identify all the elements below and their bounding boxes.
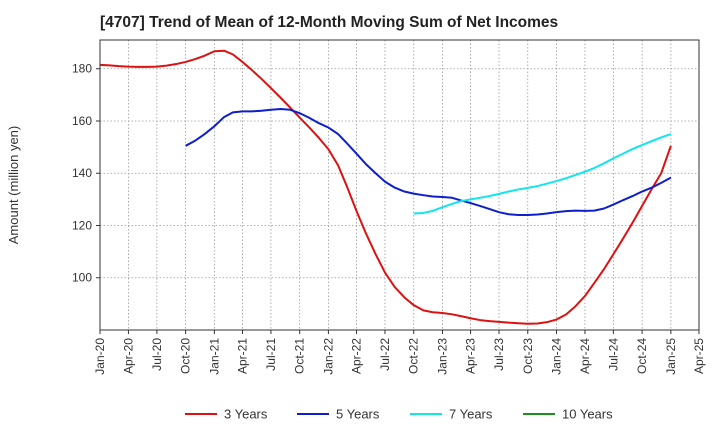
legend: 3 Years 5 Years 7 Years 10 Years — [185, 407, 613, 422]
x-tick-label: Apr-23 — [464, 338, 478, 374]
legend-label: 3 Years — [224, 407, 268, 422]
series-line-7-years — [413, 133, 672, 215]
legend-item-7-years: 7 Years — [410, 407, 493, 422]
x-tick-label: Apr-20 — [121, 338, 135, 374]
x-tick-label: Jul-24 — [606, 338, 620, 371]
x-tick-label: Apr-24 — [578, 338, 592, 374]
y-tick-label: 140 — [72, 166, 92, 180]
x-tick-label: Jul-23 — [492, 338, 506, 371]
x-tick-label: Apr-25 — [692, 338, 706, 374]
legend-label: 5 Years — [336, 407, 380, 422]
x-tick-label: Apr-21 — [235, 338, 249, 374]
x-tick-label: Oct-24 — [635, 338, 649, 374]
legend-item-3-years: 3 Years — [185, 407, 268, 422]
x-tick-label: Oct-22 — [407, 338, 421, 374]
x-tick-label: Jan-23 — [435, 338, 449, 375]
legend-item-5-years: 5 Years — [297, 407, 380, 422]
y-tick-label: 100 — [72, 271, 92, 285]
series-line-5-years — [185, 107, 672, 217]
x-tick-label: Jul-21 — [264, 338, 278, 371]
x-tick-label: Jan-20 — [93, 338, 107, 375]
series-lines — [99, 49, 672, 325]
x-tick-label: Jan-24 — [550, 338, 564, 375]
legend-label: 7 Years — [449, 407, 493, 422]
x-tick-label: Oct-23 — [521, 338, 535, 374]
x-tick-label: Jan-21 — [207, 338, 221, 375]
x-tick-label: Jul-20 — [150, 338, 164, 371]
x-tick-label: Jan-22 — [321, 338, 335, 375]
y-tick-label: 180 — [72, 62, 92, 76]
x-tick-label: Jul-22 — [378, 338, 392, 371]
plot-frame — [99, 39, 700, 331]
grid — [100, 40, 699, 330]
y-axis-label: Amount (million yen) — [6, 126, 21, 245]
legend-item-10-years: 10 Years — [523, 407, 613, 422]
y-tick-label: 160 — [72, 114, 92, 128]
x-tick-label: Jan-25 — [664, 338, 678, 375]
series-line-3-years — [99, 49, 672, 325]
chart-title: [4707] Trend of Mean of 12-Month Moving … — [100, 14, 559, 31]
x-axis-ticks: Jan-20 Apr-20 Jul-20 Oct-20 Jan-21 Apr-21 Jul-… — [93, 330, 706, 375]
x-tick-label: Oct-20 — [179, 338, 193, 374]
legend-label: 10 Years — [562, 407, 613, 422]
y-tick-label: 120 — [72, 218, 92, 232]
x-tick-label: Apr-22 — [350, 338, 364, 374]
x-tick-label: Oct-21 — [293, 338, 307, 374]
y-axis-ticks: 100 120 140 160 180 — [72, 62, 100, 285]
